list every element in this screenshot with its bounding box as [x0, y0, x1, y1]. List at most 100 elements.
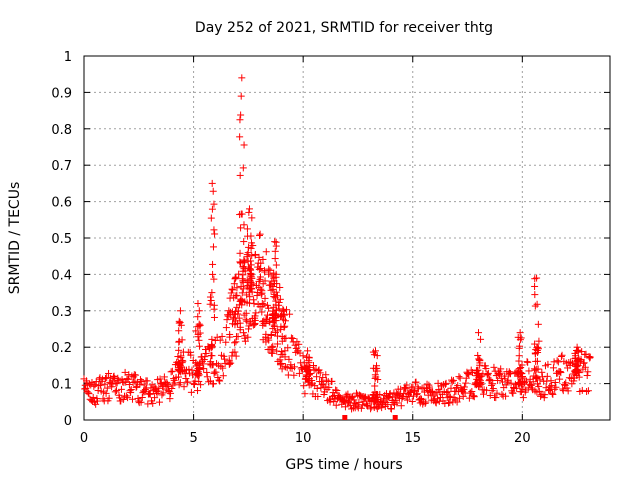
data-point: [203, 373, 211, 381]
data-point: [138, 377, 146, 385]
data-point: [531, 275, 539, 283]
data-point: [251, 250, 259, 258]
data-point: [475, 356, 483, 364]
data-point: [486, 375, 494, 383]
data-point: [408, 397, 416, 405]
data-point-peak: [573, 343, 581, 351]
data-point: [584, 368, 592, 376]
data-point: [367, 405, 375, 413]
data-point: [168, 385, 176, 393]
data-point: [477, 379, 485, 387]
data-point: [216, 377, 224, 385]
data-point: [274, 340, 282, 348]
data-point: [226, 330, 234, 338]
data-point: [233, 291, 241, 299]
data-point: [264, 334, 272, 342]
data-series: [80, 74, 594, 420]
data-point: [503, 378, 511, 386]
data-point: [285, 355, 293, 363]
data-point: [307, 381, 315, 389]
data-point: [159, 389, 167, 397]
data-point: [407, 388, 415, 396]
data-point: [272, 273, 280, 281]
data-point: [371, 388, 379, 396]
data-point: [138, 393, 146, 401]
data-point: [263, 301, 271, 309]
data-point: [113, 387, 121, 395]
data-point: [265, 304, 273, 312]
data-point: [479, 390, 487, 398]
data-point: [328, 377, 336, 385]
data-point: [232, 352, 240, 360]
x-tick-label: 0: [80, 431, 88, 446]
data-point: [236, 133, 244, 141]
y-tick-label: 0.3: [51, 305, 72, 320]
data-point: [121, 368, 129, 376]
data-point: [259, 255, 267, 263]
data-point: [208, 352, 216, 360]
data-point: [558, 351, 566, 359]
data-point: [177, 354, 185, 362]
data-point: [249, 280, 257, 288]
data-point: [557, 369, 565, 377]
data-point: [556, 367, 564, 375]
data-point: [117, 385, 125, 393]
data-point: [247, 244, 255, 252]
data-point: [256, 264, 264, 272]
data-point: [206, 300, 214, 308]
data-point: [269, 314, 277, 322]
data-point: [251, 321, 259, 329]
data-point: [94, 387, 102, 395]
data-point: [549, 364, 557, 372]
data-point: [236, 319, 244, 327]
data-point: [570, 377, 578, 385]
data-point: [222, 338, 230, 346]
data-point: [267, 330, 275, 338]
data-point: [246, 293, 254, 301]
data-point: [349, 393, 357, 401]
data-point: [449, 376, 457, 384]
data-point: [413, 391, 421, 399]
data-point: [468, 388, 476, 396]
data-point: [455, 373, 463, 381]
data-point: [483, 370, 491, 378]
data-point: [534, 320, 542, 328]
data-point: [295, 340, 303, 348]
y-axis-title: SRMTID / TECUs: [7, 182, 23, 295]
data-point: [278, 348, 286, 356]
data-point: [277, 323, 285, 331]
data-point: [509, 389, 517, 397]
data-point: [528, 384, 536, 392]
data-point: [313, 373, 321, 381]
data-point: [156, 375, 164, 383]
data-point: [487, 376, 495, 384]
data-point: [468, 369, 476, 377]
data-point: [195, 377, 203, 385]
data-point: [236, 249, 244, 257]
data-point: [219, 372, 227, 380]
y-tick-label: 0.4: [51, 268, 72, 283]
data-point: [353, 402, 361, 410]
data-point: [504, 376, 512, 384]
data-point: [531, 291, 539, 299]
data-point: [422, 398, 430, 406]
data-point: [209, 270, 217, 278]
data-point: [453, 398, 461, 406]
data-point: [167, 389, 175, 397]
data-point: [271, 247, 279, 255]
data-point: [163, 378, 171, 386]
data-point: [194, 313, 202, 321]
data-point: [248, 274, 256, 282]
data-point: [517, 334, 525, 342]
data-point: [240, 141, 248, 149]
data-point: [305, 366, 313, 374]
data-point: [261, 294, 269, 302]
data-point: [270, 310, 278, 318]
data-point: [465, 371, 473, 379]
data-point: [448, 378, 456, 386]
data-point: [210, 275, 218, 283]
data-point: [185, 365, 193, 373]
data-point: [243, 283, 251, 291]
data-point: [137, 398, 145, 406]
data-point: [315, 366, 323, 374]
